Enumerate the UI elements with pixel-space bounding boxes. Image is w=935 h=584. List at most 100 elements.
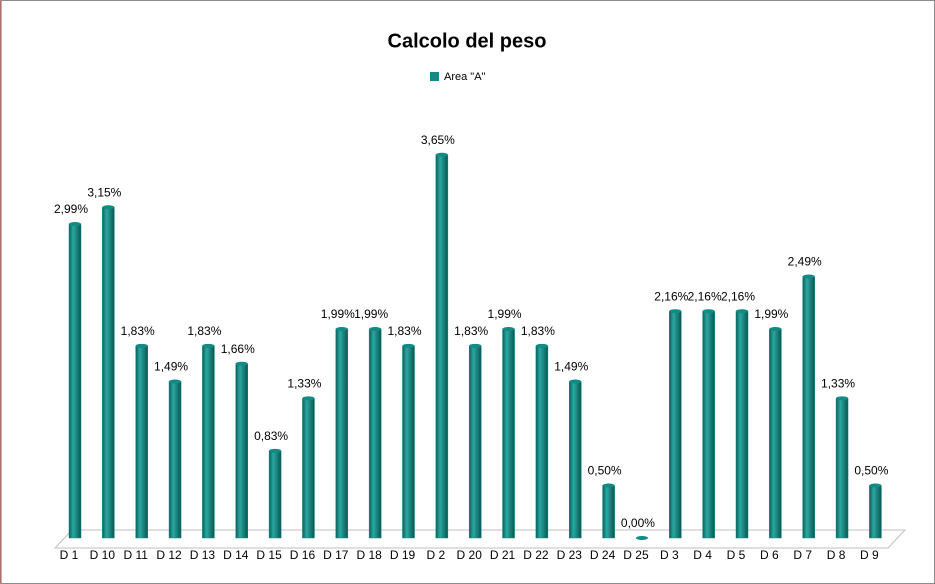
value-label: 1,99%: [488, 307, 522, 321]
x-tick-label: D 2: [427, 548, 446, 562]
bar: [769, 328, 782, 539]
x-tick-label: D 19: [390, 548, 416, 562]
bar: [669, 310, 682, 539]
bar: [702, 310, 715, 539]
bar-top: [169, 379, 182, 384]
x-tick-label: D 25: [623, 548, 649, 562]
bar: [569, 381, 582, 539]
bar-top: [369, 327, 382, 332]
bar: [235, 363, 248, 539]
x-tick-label: D 22: [523, 548, 549, 562]
value-label: 1,49%: [554, 360, 588, 374]
x-tick-label: D 17: [323, 548, 349, 562]
value-label: 1,99%: [754, 307, 788, 321]
value-label: 3,65%: [421, 133, 455, 147]
value-label: 1,49%: [154, 360, 188, 374]
value-label: 0,00%: [621, 516, 655, 530]
bar-top: [335, 327, 348, 332]
x-tick-label: D 3: [660, 548, 679, 562]
bar: [135, 345, 148, 539]
value-label: 3,15%: [87, 185, 121, 199]
x-tick-label: D 11: [123, 548, 148, 562]
bar: [435, 154, 449, 539]
x-tick-label: D 10: [90, 548, 116, 562]
value-label: 2,16%: [721, 289, 755, 303]
value-label: 1,33%: [821, 377, 855, 391]
bar-top: [702, 309, 715, 314]
x-tick-label: D 7: [793, 548, 812, 562]
bar: [202, 345, 215, 539]
x-tick-label: D 14: [223, 548, 249, 562]
x-tick-label: D 5: [727, 548, 746, 562]
bar: [68, 223, 82, 539]
value-label: 1,33%: [287, 377, 321, 391]
bar-top: [535, 343, 548, 348]
x-tick-label: D 8: [827, 548, 846, 562]
x-tick-label: D 4: [693, 548, 712, 562]
bar-top: [769, 327, 782, 332]
value-label: 1,83%: [454, 324, 488, 338]
bar: [268, 450, 282, 539]
value-label: 1,83%: [521, 324, 555, 338]
value-label: 2,16%: [688, 289, 722, 303]
x-tick-label: D 13: [190, 548, 216, 562]
bar-top: [135, 343, 148, 348]
bar-top: [669, 309, 682, 314]
x-tick-label: D 12: [156, 548, 182, 562]
bar-top: [802, 274, 815, 279]
bar: [468, 345, 482, 539]
bar: [368, 328, 382, 539]
value-label: 0,50%: [854, 464, 888, 478]
x-tick-label: D 23: [557, 548, 583, 562]
value-label: 0,50%: [588, 464, 622, 478]
bar-top: [502, 327, 515, 332]
x-tick-label: D 6: [760, 548, 779, 562]
bar: [535, 345, 549, 539]
x-tick-label: D 24: [590, 548, 616, 562]
x-tick-label: D 20: [457, 548, 483, 562]
value-label: 1,83%: [187, 324, 221, 338]
x-tick-label: D 15: [256, 548, 282, 562]
legend-label: Area "A": [444, 71, 486, 83]
bar: [402, 345, 415, 539]
bar: [502, 328, 515, 539]
x-tick-label: D 21: [490, 548, 516, 562]
value-label: 1,99%: [321, 307, 355, 321]
bar: [835, 398, 849, 539]
bar-top: [602, 483, 615, 488]
bar: [168, 381, 182, 539]
bar-top: [402, 343, 415, 348]
bar-top: [635, 536, 648, 540]
bar: [869, 485, 882, 539]
bar-top: [302, 396, 315, 401]
bar: [335, 328, 349, 539]
value-label: 1,99%: [354, 307, 388, 321]
legend-swatch: [430, 72, 439, 81]
bar-top: [836, 396, 849, 401]
floor: [53, 529, 907, 549]
bar: [802, 276, 815, 539]
value-label: 1,83%: [387, 324, 421, 338]
bar-top: [869, 483, 882, 488]
bar-top: [435, 152, 448, 157]
bar-top: [736, 309, 748, 314]
legend: Area "A": [430, 71, 486, 83]
bar-top: [202, 343, 215, 348]
bar-top: [569, 379, 582, 384]
x-tick-label: D 18: [356, 548, 382, 562]
value-label: 2,16%: [654, 289, 688, 303]
bar-top: [469, 343, 482, 348]
bar: [735, 310, 749, 539]
bar-top: [235, 361, 248, 366]
bar-top: [269, 448, 282, 453]
value-label: 2,49%: [788, 255, 822, 269]
value-label: 2,99%: [54, 202, 88, 216]
value-label: 1,83%: [121, 324, 155, 338]
x-tick-label: D 1: [60, 548, 79, 562]
value-label: 1,66%: [221, 342, 255, 356]
value-label: 0,83%: [254, 429, 288, 443]
x-tick-label: D 16: [290, 548, 316, 562]
x-tick-label: D 9: [860, 548, 879, 562]
bar-top: [102, 205, 115, 210]
